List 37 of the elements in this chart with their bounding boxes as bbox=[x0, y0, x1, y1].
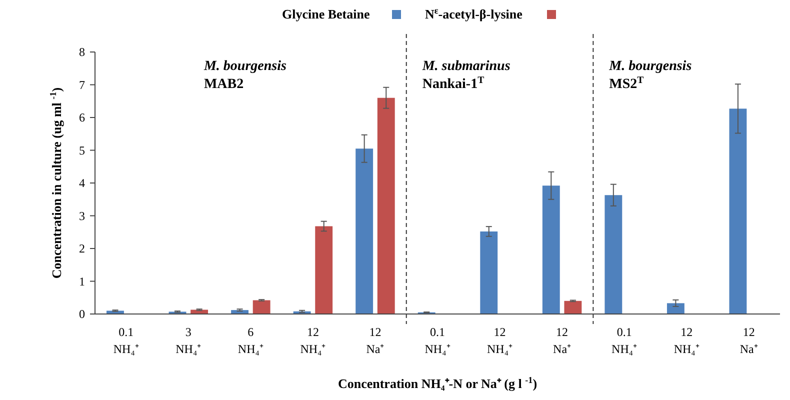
x-tick-label: 12 Na⁺ bbox=[366, 325, 384, 356]
bar bbox=[729, 108, 747, 314]
annotation: M. bourgensis MAB2 bbox=[202, 59, 287, 92]
bar bbox=[564, 300, 582, 314]
x-axis-title: Concentration NH₄⁺-N or Na⁺ (g l $^{-1}$) bbox=[338, 375, 538, 391]
y-tick-label: 2 bbox=[79, 242, 85, 256]
bar bbox=[356, 148, 374, 314]
x-tick-label: 0.1 NH₄⁺ bbox=[424, 325, 450, 356]
x-tick-label: 12 NH₄⁺ bbox=[300, 325, 326, 356]
y-tick-label: 5 bbox=[79, 143, 85, 158]
annotation: M. submarinus Nankai-1$^{T}$ bbox=[421, 59, 511, 92]
bar bbox=[480, 231, 498, 314]
y-tick-label: 4 bbox=[79, 176, 85, 190]
x-tick-label: 12 Na⁺ bbox=[553, 325, 572, 356]
bar bbox=[377, 98, 395, 314]
x-tick-label: 0.1 NH₄⁺ bbox=[612, 325, 638, 356]
bar bbox=[190, 310, 208, 314]
y-tick-label: 7 bbox=[79, 78, 85, 92]
annotation: M. bourgensis MS2$^{T}$ bbox=[608, 59, 692, 92]
x-tick-label: 12 Na⁺ bbox=[740, 325, 758, 356]
x-tick-label: 0.1 NH₄⁺ bbox=[113, 325, 139, 356]
x-tick-label: 6 NH₄⁺ bbox=[238, 325, 264, 356]
x-tick-label: 12 NH₄⁺ bbox=[487, 325, 513, 356]
bar bbox=[542, 186, 560, 314]
x-tick-label: 3 NH₄⁺ bbox=[176, 325, 202, 356]
bar bbox=[604, 195, 622, 314]
legend-label: Glycine Betaine bbox=[282, 6, 370, 22]
y-tick-label: 3 bbox=[79, 208, 85, 223]
x-tick-label: 12 NH₄⁺ bbox=[674, 325, 700, 356]
bar bbox=[666, 303, 684, 314]
bar bbox=[315, 226, 333, 314]
legend-label: N$^{ε}$-acetyl-β-lysine bbox=[425, 6, 523, 22]
y-tick-label: 8 bbox=[79, 45, 85, 60]
bar bbox=[252, 300, 270, 314]
y-tick-label: 6 bbox=[79, 110, 85, 125]
y-tick-label: 0 bbox=[79, 307, 85, 322]
y-tick-label: 1 bbox=[79, 274, 85, 288]
